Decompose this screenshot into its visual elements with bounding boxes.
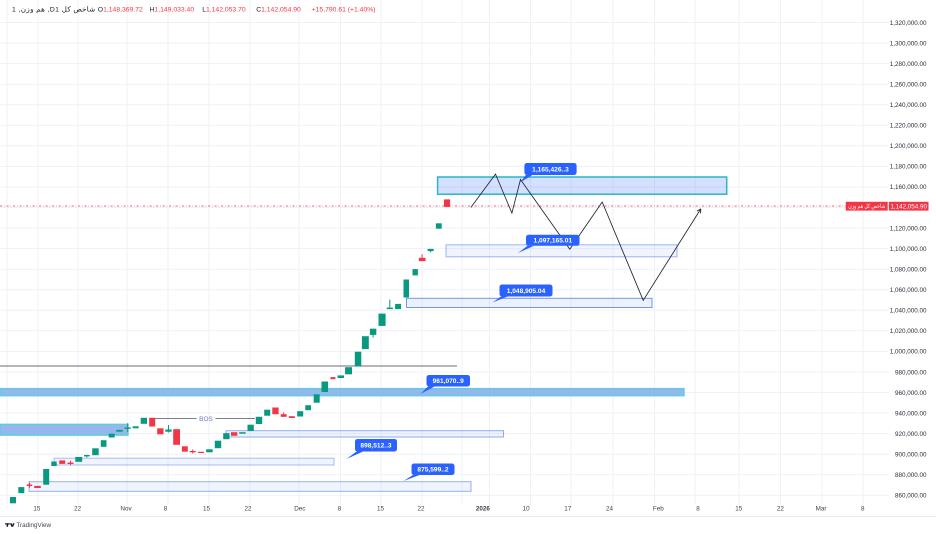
svg-text:10: 10 bbox=[523, 505, 531, 512]
svg-text:920,000.00: 920,000.00 bbox=[895, 431, 927, 438]
svg-text:900,000.00: 900,000.00 bbox=[895, 452, 927, 459]
svg-text:1,080,000.00: 1,080,000.00 bbox=[890, 267, 927, 274]
svg-text:22: 22 bbox=[777, 505, 785, 512]
svg-text:1,060,000.00: 1,060,000.00 bbox=[890, 287, 927, 294]
svg-text:Feb: Feb bbox=[653, 505, 664, 512]
svg-text:1,120,000.00: 1,120,000.00 bbox=[890, 225, 927, 232]
svg-text:8: 8 bbox=[164, 505, 168, 512]
svg-text:1,020,000.00: 1,020,000.00 bbox=[890, 328, 927, 335]
svg-text:1,220,000.00: 1,220,000.00 bbox=[890, 123, 927, 130]
svg-text:Nov: Nov bbox=[120, 505, 132, 512]
svg-text:880,000.00: 880,000.00 bbox=[895, 472, 927, 479]
svg-text:940,000.00: 940,000.00 bbox=[895, 410, 927, 417]
svg-text:17: 17 bbox=[564, 505, 572, 512]
svg-text:15: 15 bbox=[203, 505, 211, 512]
svg-text:شاخص كل D1, هم وزن, 1: شاخص كل D1, هم وزن, 1 bbox=[12, 6, 95, 14]
svg-text:15: 15 bbox=[735, 505, 743, 512]
svg-text:BOS: BOS bbox=[199, 416, 213, 423]
svg-text:شاخص كل هم وزن: شاخص كل هم وزن bbox=[848, 203, 885, 210]
svg-text:Mar: Mar bbox=[816, 505, 827, 512]
svg-text:980,000.00: 980,000.00 bbox=[895, 369, 927, 376]
svg-text:Dec: Dec bbox=[294, 505, 305, 512]
svg-text:8: 8 bbox=[861, 505, 865, 512]
svg-text:1,180,000.00: 1,180,000.00 bbox=[890, 164, 927, 171]
svg-text:1,000,000.00: 1,000,000.00 bbox=[890, 349, 927, 356]
svg-text:961,070..9: 961,070..9 bbox=[433, 378, 464, 385]
svg-text:1,280,000.00: 1,280,000.00 bbox=[890, 61, 927, 68]
svg-text:898,512..3: 898,512..3 bbox=[360, 443, 391, 450]
svg-text:1,320,000.00: 1,320,000.00 bbox=[890, 20, 927, 27]
svg-text:1,260,000.00: 1,260,000.00 bbox=[890, 82, 927, 89]
svg-text:875,599..2: 875,599..2 bbox=[417, 467, 448, 474]
svg-text:8: 8 bbox=[338, 505, 342, 512]
svg-text:TradingView: TradingView bbox=[16, 522, 51, 529]
svg-text:1,165,426..3: 1,165,426..3 bbox=[532, 166, 569, 173]
svg-text:1,040,000.00: 1,040,000.00 bbox=[890, 308, 927, 315]
svg-text:860,000.00: 860,000.00 bbox=[895, 493, 927, 500]
svg-text:1,097,165.01: 1,097,165.01 bbox=[534, 238, 573, 245]
svg-text:24: 24 bbox=[606, 505, 614, 512]
svg-text:15: 15 bbox=[377, 505, 385, 512]
svg-text:960,000.00: 960,000.00 bbox=[895, 390, 927, 397]
svg-text:1,100,000.00: 1,100,000.00 bbox=[890, 246, 927, 253]
svg-text:1,142,054.90: 1,142,054.90 bbox=[890, 203, 927, 210]
svg-text:1,240,000.00: 1,240,000.00 bbox=[890, 102, 927, 109]
svg-text:22: 22 bbox=[417, 505, 425, 512]
svg-text:15: 15 bbox=[33, 505, 41, 512]
svg-text:2026: 2026 bbox=[476, 505, 491, 512]
svg-text:22: 22 bbox=[74, 505, 82, 512]
svg-text:8: 8 bbox=[696, 505, 700, 512]
svg-text:1,160,000.00: 1,160,000.00 bbox=[890, 184, 927, 191]
svg-text:1,200,000.00: 1,200,000.00 bbox=[890, 143, 927, 150]
svg-text:22: 22 bbox=[244, 505, 252, 512]
svg-text:1,048,905.04: 1,048,905.04 bbox=[507, 288, 546, 295]
svg-text:1,300,000.00: 1,300,000.00 bbox=[890, 40, 927, 47]
